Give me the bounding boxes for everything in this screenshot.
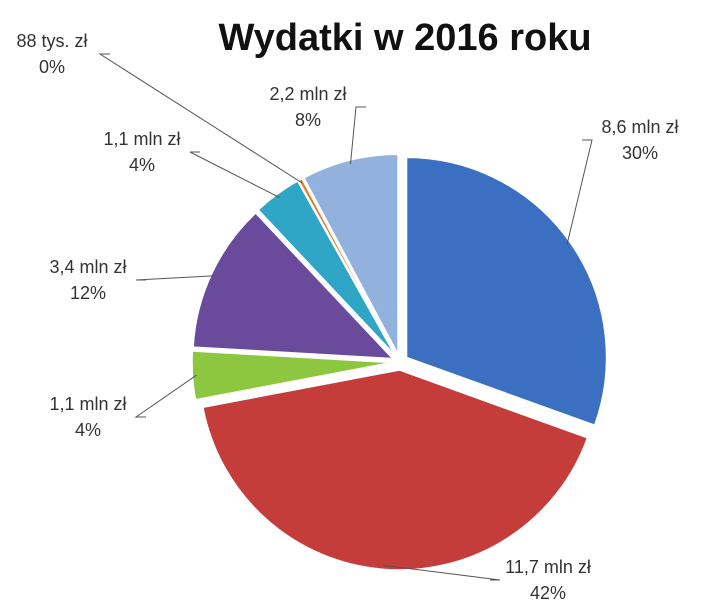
percent-label: 4% xyxy=(129,155,155,175)
percent-label: 0% xyxy=(39,57,65,77)
pie-slice xyxy=(191,350,393,401)
percent-label: 12% xyxy=(70,283,106,303)
leader-line xyxy=(134,374,197,418)
leader-line xyxy=(189,151,280,198)
percent-label: 4% xyxy=(75,420,101,440)
value-label: 2,2 mln zł xyxy=(269,84,346,104)
percent-label: 8% xyxy=(295,110,321,130)
percent-label: 30% xyxy=(622,143,658,163)
value-label: 11,7 mln zł xyxy=(505,557,591,577)
value-label: 3,4 mln zł xyxy=(49,257,126,277)
pie-slice xyxy=(192,211,395,360)
leader-line xyxy=(566,139,593,245)
leader-line xyxy=(349,106,366,165)
pie-slice xyxy=(201,369,589,571)
value-label: 1,1 mln zł xyxy=(49,394,126,414)
value-label: 8,6 mln zł xyxy=(601,117,678,137)
leader-line xyxy=(135,275,216,281)
percent-label: 42% xyxy=(530,583,566,603)
pie-slice xyxy=(405,156,608,427)
value-label: 1,1 mln zł xyxy=(103,129,180,149)
chart-title: Wydatki w 2016 roku xyxy=(218,17,591,59)
leader-line xyxy=(383,564,501,581)
leader-line xyxy=(98,53,303,184)
pie-slice xyxy=(257,179,396,357)
value-label: 88 tys. zł xyxy=(16,31,87,51)
pie-slice xyxy=(302,153,399,355)
